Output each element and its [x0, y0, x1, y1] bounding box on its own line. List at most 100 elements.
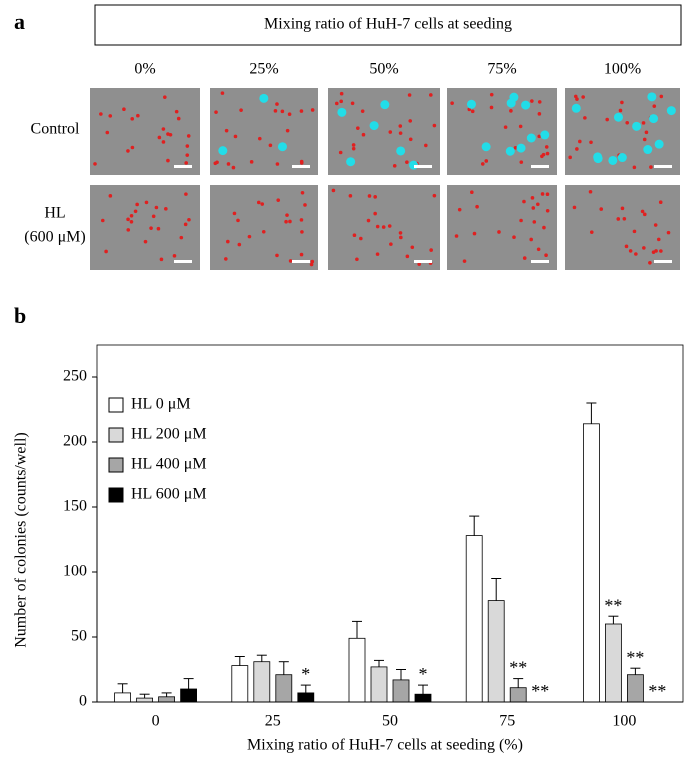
x-tick-label: 0 — [152, 713, 160, 730]
cell-dot — [632, 229, 637, 234]
bar — [158, 696, 176, 703]
column-label: 0% — [134, 61, 155, 78]
colony-dot — [218, 146, 228, 156]
cell-dot — [656, 237, 661, 242]
cell-dot — [589, 140, 593, 145]
colony-dot — [369, 121, 379, 131]
cell-dot — [659, 94, 664, 99]
cell-dot — [624, 244, 629, 249]
y-axis-label: Number of colonies (counts/well) — [13, 432, 30, 648]
cell-dot — [233, 134, 238, 139]
cell-dot — [280, 109, 285, 114]
cell-dot — [215, 160, 219, 165]
y-tick-label: 100 — [63, 563, 87, 580]
micrograph — [90, 185, 200, 270]
cell-dot — [214, 110, 218, 114]
cell-dot — [513, 145, 518, 150]
cell-dot — [532, 220, 537, 224]
cell-dot — [310, 108, 315, 112]
cell-dot — [93, 162, 97, 166]
scale-bar — [531, 165, 549, 168]
cell-dot — [640, 209, 645, 214]
colony-dot — [654, 139, 664, 149]
significance: ** — [626, 647, 644, 667]
row-label: (600 μM) — [24, 229, 85, 246]
significance: ** — [604, 595, 622, 615]
panel-header: Mixing ratio of HuH-7 cells at seeding — [264, 16, 512, 33]
row-label: HL — [44, 205, 65, 222]
cell-dot — [126, 228, 131, 232]
cell-dot — [530, 99, 534, 103]
cell-dot — [299, 161, 304, 165]
cell-dot — [509, 109, 513, 113]
cell-dot — [99, 112, 103, 116]
cell-dot — [351, 143, 356, 147]
cell-dot — [334, 101, 339, 106]
significance: ** — [648, 681, 666, 701]
significance: * — [419, 664, 428, 684]
panel-label: a — [14, 9, 25, 34]
cell-dot — [176, 116, 181, 121]
y-tick-label: 200 — [63, 433, 87, 450]
cell-dot — [275, 162, 280, 166]
legend-swatch — [108, 457, 124, 473]
cell-dot — [625, 120, 630, 125]
micrograph — [565, 185, 680, 270]
cell-dot — [359, 236, 363, 241]
cell-dot — [299, 109, 304, 113]
column-label: 100% — [604, 61, 641, 78]
cell-dot — [432, 123, 437, 128]
cell-dot — [309, 262, 314, 267]
cell-dot — [375, 224, 380, 229]
cell-dot — [529, 237, 533, 242]
cell-dot — [136, 113, 140, 118]
cell-dot — [454, 234, 459, 238]
cell-dot — [457, 207, 462, 212]
cell-dot — [126, 217, 130, 222]
cell-dot — [407, 93, 412, 97]
cell-dot — [310, 259, 315, 264]
cell-dot — [389, 242, 393, 246]
cell-dot — [545, 192, 550, 197]
cell-dot — [632, 165, 637, 170]
cell-dot — [653, 223, 658, 227]
significance: * — [301, 664, 310, 684]
cell-dot — [231, 165, 236, 170]
bar — [297, 692, 315, 703]
cell-dot — [299, 252, 304, 257]
cell-dot — [129, 214, 134, 218]
cell-dot — [408, 137, 413, 142]
colony-dot — [643, 145, 653, 155]
cell-dot — [373, 195, 377, 199]
cell-dot — [658, 200, 663, 205]
bar — [348, 637, 366, 703]
cell-dot — [599, 207, 604, 211]
legend-label: HL 0 μM — [131, 396, 191, 413]
scale-bar — [292, 260, 310, 263]
cell-dot — [472, 231, 477, 236]
cell-dot — [628, 249, 633, 253]
colony-dot — [593, 154, 603, 164]
cell-dot — [568, 155, 572, 160]
cell-dot — [108, 194, 113, 198]
cell-dot — [360, 109, 365, 113]
cell-dot — [348, 194, 353, 198]
colony-dot — [526, 133, 536, 143]
cell-dot — [544, 253, 548, 258]
scale-bar — [654, 260, 672, 263]
cell-dot — [470, 109, 475, 114]
colony-dot — [613, 112, 623, 122]
bar — [392, 679, 410, 703]
y-tick-label: 50 — [71, 628, 87, 645]
cell-dot — [299, 218, 304, 222]
column-label: 25% — [249, 61, 278, 78]
cell-dot — [179, 235, 184, 240]
scale-bar — [414, 260, 432, 263]
cell-dot — [641, 121, 646, 125]
cell-dot — [339, 99, 343, 104]
cell-dot — [575, 97, 579, 101]
cell-dot — [622, 216, 627, 221]
colony-dot — [516, 143, 526, 153]
cell-dot — [616, 217, 621, 221]
cell-dot — [232, 211, 237, 216]
